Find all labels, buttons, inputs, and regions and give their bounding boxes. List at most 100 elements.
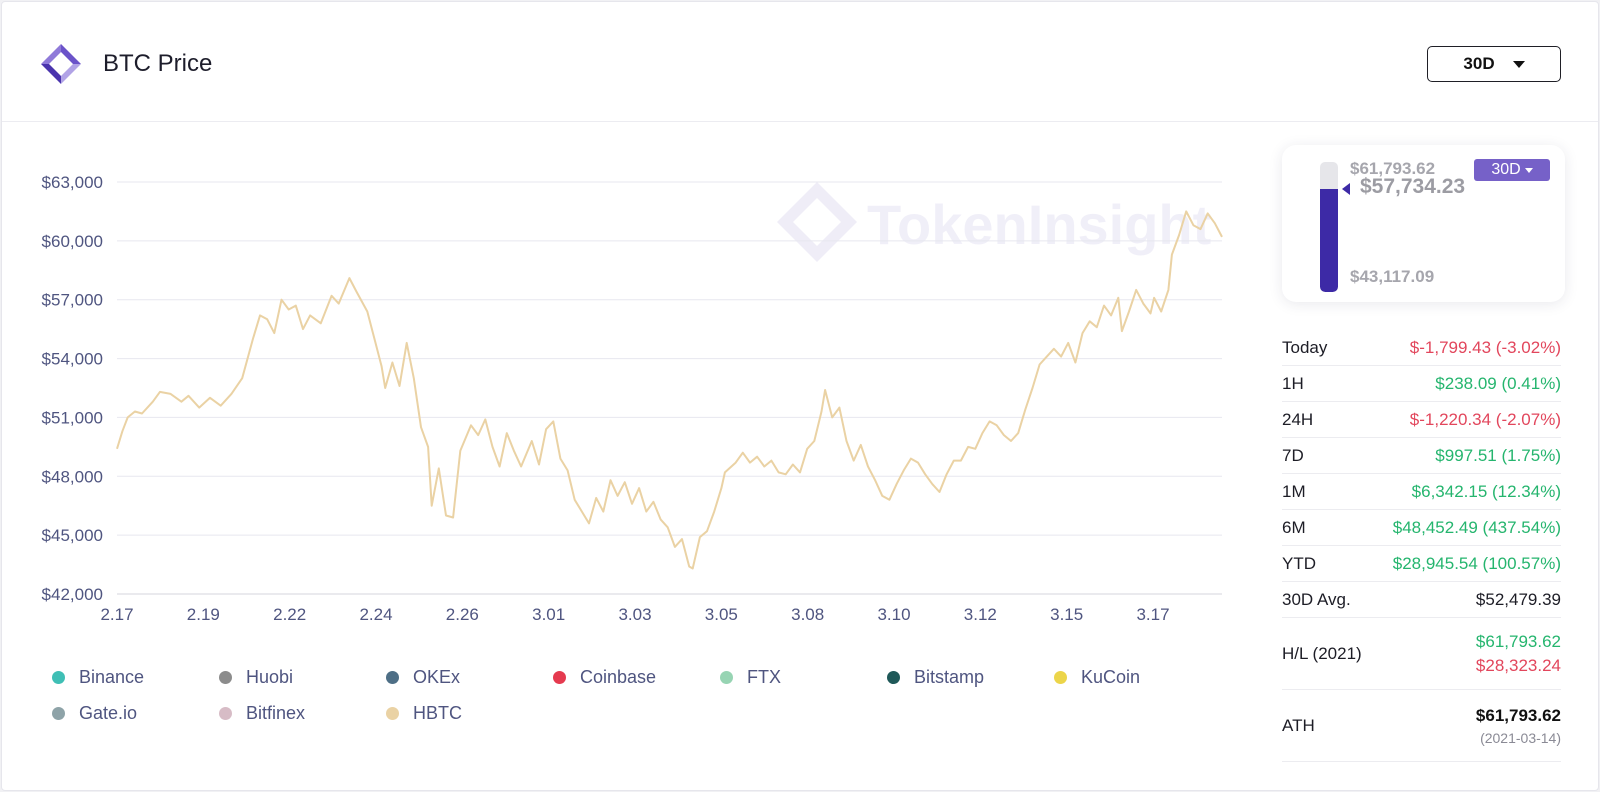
legend-label: Huobi bbox=[246, 667, 294, 687]
stat-label: Today bbox=[1282, 337, 1328, 357]
page-title: BTC Price bbox=[103, 50, 213, 77]
tokeninsight-logo-icon bbox=[41, 44, 81, 84]
y-tick-label: $54,000 bbox=[42, 350, 103, 369]
range-dropdown-label: 30D bbox=[1463, 54, 1495, 73]
legend-dot-icon bbox=[386, 707, 399, 720]
legend-dot-icon bbox=[219, 707, 232, 720]
range-low: $43,117.09 bbox=[1350, 267, 1435, 286]
x-tick-label: 3.15 bbox=[1050, 605, 1083, 624]
stat-value: $52,479.39 bbox=[1475, 589, 1561, 609]
header: BTC Price 30D bbox=[2, 2, 1598, 122]
stat-value: $6,342.15 (12.34%) bbox=[1411, 481, 1561, 501]
legend-label: Gate.io bbox=[79, 703, 138, 723]
range-dropdown[interactable]: 30D bbox=[1427, 46, 1561, 82]
stat-label: ATH bbox=[1282, 715, 1315, 735]
chart-legend: Binance Huobi OKEx Coinbase FTX Bitstamp KuCoi… bbox=[52, 667, 1252, 757]
legend-item[interactable]: HBTC bbox=[386, 703, 462, 724]
stat-row-hl: H/L (2021) $61,793.62 $28,323.24 bbox=[1282, 618, 1561, 690]
hl-low: $28,323.24 bbox=[1475, 655, 1561, 675]
stat-value: $238.09 (0.41%) bbox=[1435, 373, 1561, 393]
x-tick-label: 3.03 bbox=[618, 605, 651, 624]
legend-label: Bitfinex bbox=[246, 703, 306, 723]
y-tick-label: $60,000 bbox=[42, 232, 103, 251]
y-tick-label: $42,000 bbox=[42, 585, 103, 604]
legend-item[interactable]: Gate.io bbox=[52, 703, 137, 724]
stat-row: 30D Avg. $52,479.39 bbox=[1282, 582, 1561, 618]
stat-row: 1M $6,342.15 (12.34%) bbox=[1282, 474, 1561, 510]
range-widget-dropdown-label: 30D bbox=[1491, 161, 1521, 178]
stat-value: $48,452.49 (437.54%) bbox=[1392, 517, 1561, 537]
stat-row: 1H $238.09 (0.41%) bbox=[1282, 366, 1561, 402]
stat-label: YTD bbox=[1282, 553, 1316, 573]
stat-row: 7D $997.51 (1.75%) bbox=[1282, 438, 1561, 474]
legend-item[interactable]: OKEx bbox=[386, 667, 460, 688]
x-tick-label: 3.10 bbox=[877, 605, 910, 624]
stat-label: 6M bbox=[1282, 517, 1306, 537]
legend-item[interactable]: Bitfinex bbox=[219, 703, 305, 724]
stat-row: YTD $28,945.54 (100.57%) bbox=[1282, 546, 1561, 582]
x-tick-label: 3.08 bbox=[791, 605, 824, 624]
x-tick-label: 3.01 bbox=[532, 605, 565, 624]
y-tick-label: $51,000 bbox=[42, 408, 103, 427]
series-line bbox=[116, 210, 1223, 570]
stat-row-ath: ATH $61,793.62 (2021-03-14) bbox=[1282, 690, 1561, 762]
legend-dot-icon bbox=[1054, 671, 1067, 684]
price-stats: Today $-1,799.43 (-3.02%) 1H $238.09 (0.41%… bbox=[1282, 330, 1561, 762]
x-tick-label: 3.05 bbox=[705, 605, 738, 624]
legend-dot-icon bbox=[219, 671, 232, 684]
legend-label: OKEx bbox=[413, 667, 461, 687]
range-current: $57,734.23 bbox=[1360, 175, 1466, 198]
legend-item[interactable]: Huobi bbox=[219, 667, 293, 688]
stat-value: $28,945.54 (100.57%) bbox=[1392, 553, 1561, 573]
legend-label: Bitstamp bbox=[914, 667, 985, 687]
legend-label: FTX bbox=[747, 667, 781, 687]
stat-label: 7D bbox=[1282, 445, 1304, 465]
y-tick-label: $45,000 bbox=[42, 526, 103, 545]
range-bar-fill bbox=[1320, 189, 1338, 292]
stat-label: H/L (2021) bbox=[1282, 643, 1362, 663]
stat-label: 1M bbox=[1282, 481, 1306, 501]
legend-label: Coinbase bbox=[580, 667, 657, 687]
range-high: $61,793.62 bbox=[1350, 159, 1436, 178]
legend-item[interactable]: FTX bbox=[720, 667, 781, 688]
watermark-text: TokenInsight bbox=[867, 193, 1211, 256]
legend-dot-icon bbox=[720, 671, 733, 684]
legend-dot-icon bbox=[386, 671, 399, 684]
x-tick-label: 3.12 bbox=[964, 605, 997, 624]
legend-item[interactable]: Binance bbox=[52, 667, 144, 688]
watermark: TokenInsight bbox=[777, 182, 1211, 262]
stat-value: $-1,220.34 (-2.07%) bbox=[1409, 409, 1561, 429]
legend-item[interactable]: Bitstamp bbox=[887, 667, 984, 688]
legend-dot-icon bbox=[553, 671, 566, 684]
x-tick-label: 3.17 bbox=[1136, 605, 1169, 624]
stat-value: $997.51 (1.75%) bbox=[1435, 445, 1561, 465]
x-tick-label: 2.24 bbox=[359, 605, 392, 624]
range-bar-track bbox=[1320, 162, 1338, 292]
legend-label: KuCoin bbox=[1081, 667, 1141, 687]
legend-item[interactable]: KuCoin bbox=[1054, 667, 1140, 688]
price-chart: TokenInsight $63,000 $60,000 $57,000 $54,00… bbox=[42, 173, 1223, 624]
stat-row: Today $-1,799.43 (-3.02%) bbox=[1282, 330, 1561, 366]
x-tick-label: 2.22 bbox=[273, 605, 306, 624]
hl-values: $61,793.62 $28,323.24 bbox=[1476, 630, 1561, 678]
price-range-widget: $61,793.62 $57,734.23 $43,117.09 30D bbox=[1282, 145, 1565, 302]
chevron-down-icon bbox=[1524, 167, 1533, 173]
y-tick-label: $63,000 bbox=[42, 173, 103, 192]
x-tick-label: 2.19 bbox=[187, 605, 220, 624]
legend-item[interactable]: Coinbase bbox=[553, 667, 656, 688]
stat-row: 6M $48,452.49 (437.54%) bbox=[1282, 510, 1561, 546]
stat-label: 1H bbox=[1282, 373, 1304, 393]
legend-label: HBTC bbox=[413, 703, 462, 723]
y-tick-label: $57,000 bbox=[42, 291, 103, 310]
legend-dot-icon bbox=[52, 707, 65, 720]
ath-values: $61,793.62 (2021-03-14) bbox=[1476, 706, 1561, 746]
chevron-down-icon bbox=[1512, 60, 1525, 68]
ath-price: $61,793.62 bbox=[1475, 705, 1561, 725]
x-tick-label: 2.17 bbox=[100, 605, 133, 624]
hl-high: $61,793.62 bbox=[1475, 631, 1561, 651]
current-price-marker-icon bbox=[1342, 183, 1350, 196]
range-widget-dropdown[interactable]: 30D bbox=[1474, 159, 1550, 181]
stat-label: 24H bbox=[1282, 409, 1314, 429]
ath-date: (2021-03-14) bbox=[1480, 729, 1561, 746]
